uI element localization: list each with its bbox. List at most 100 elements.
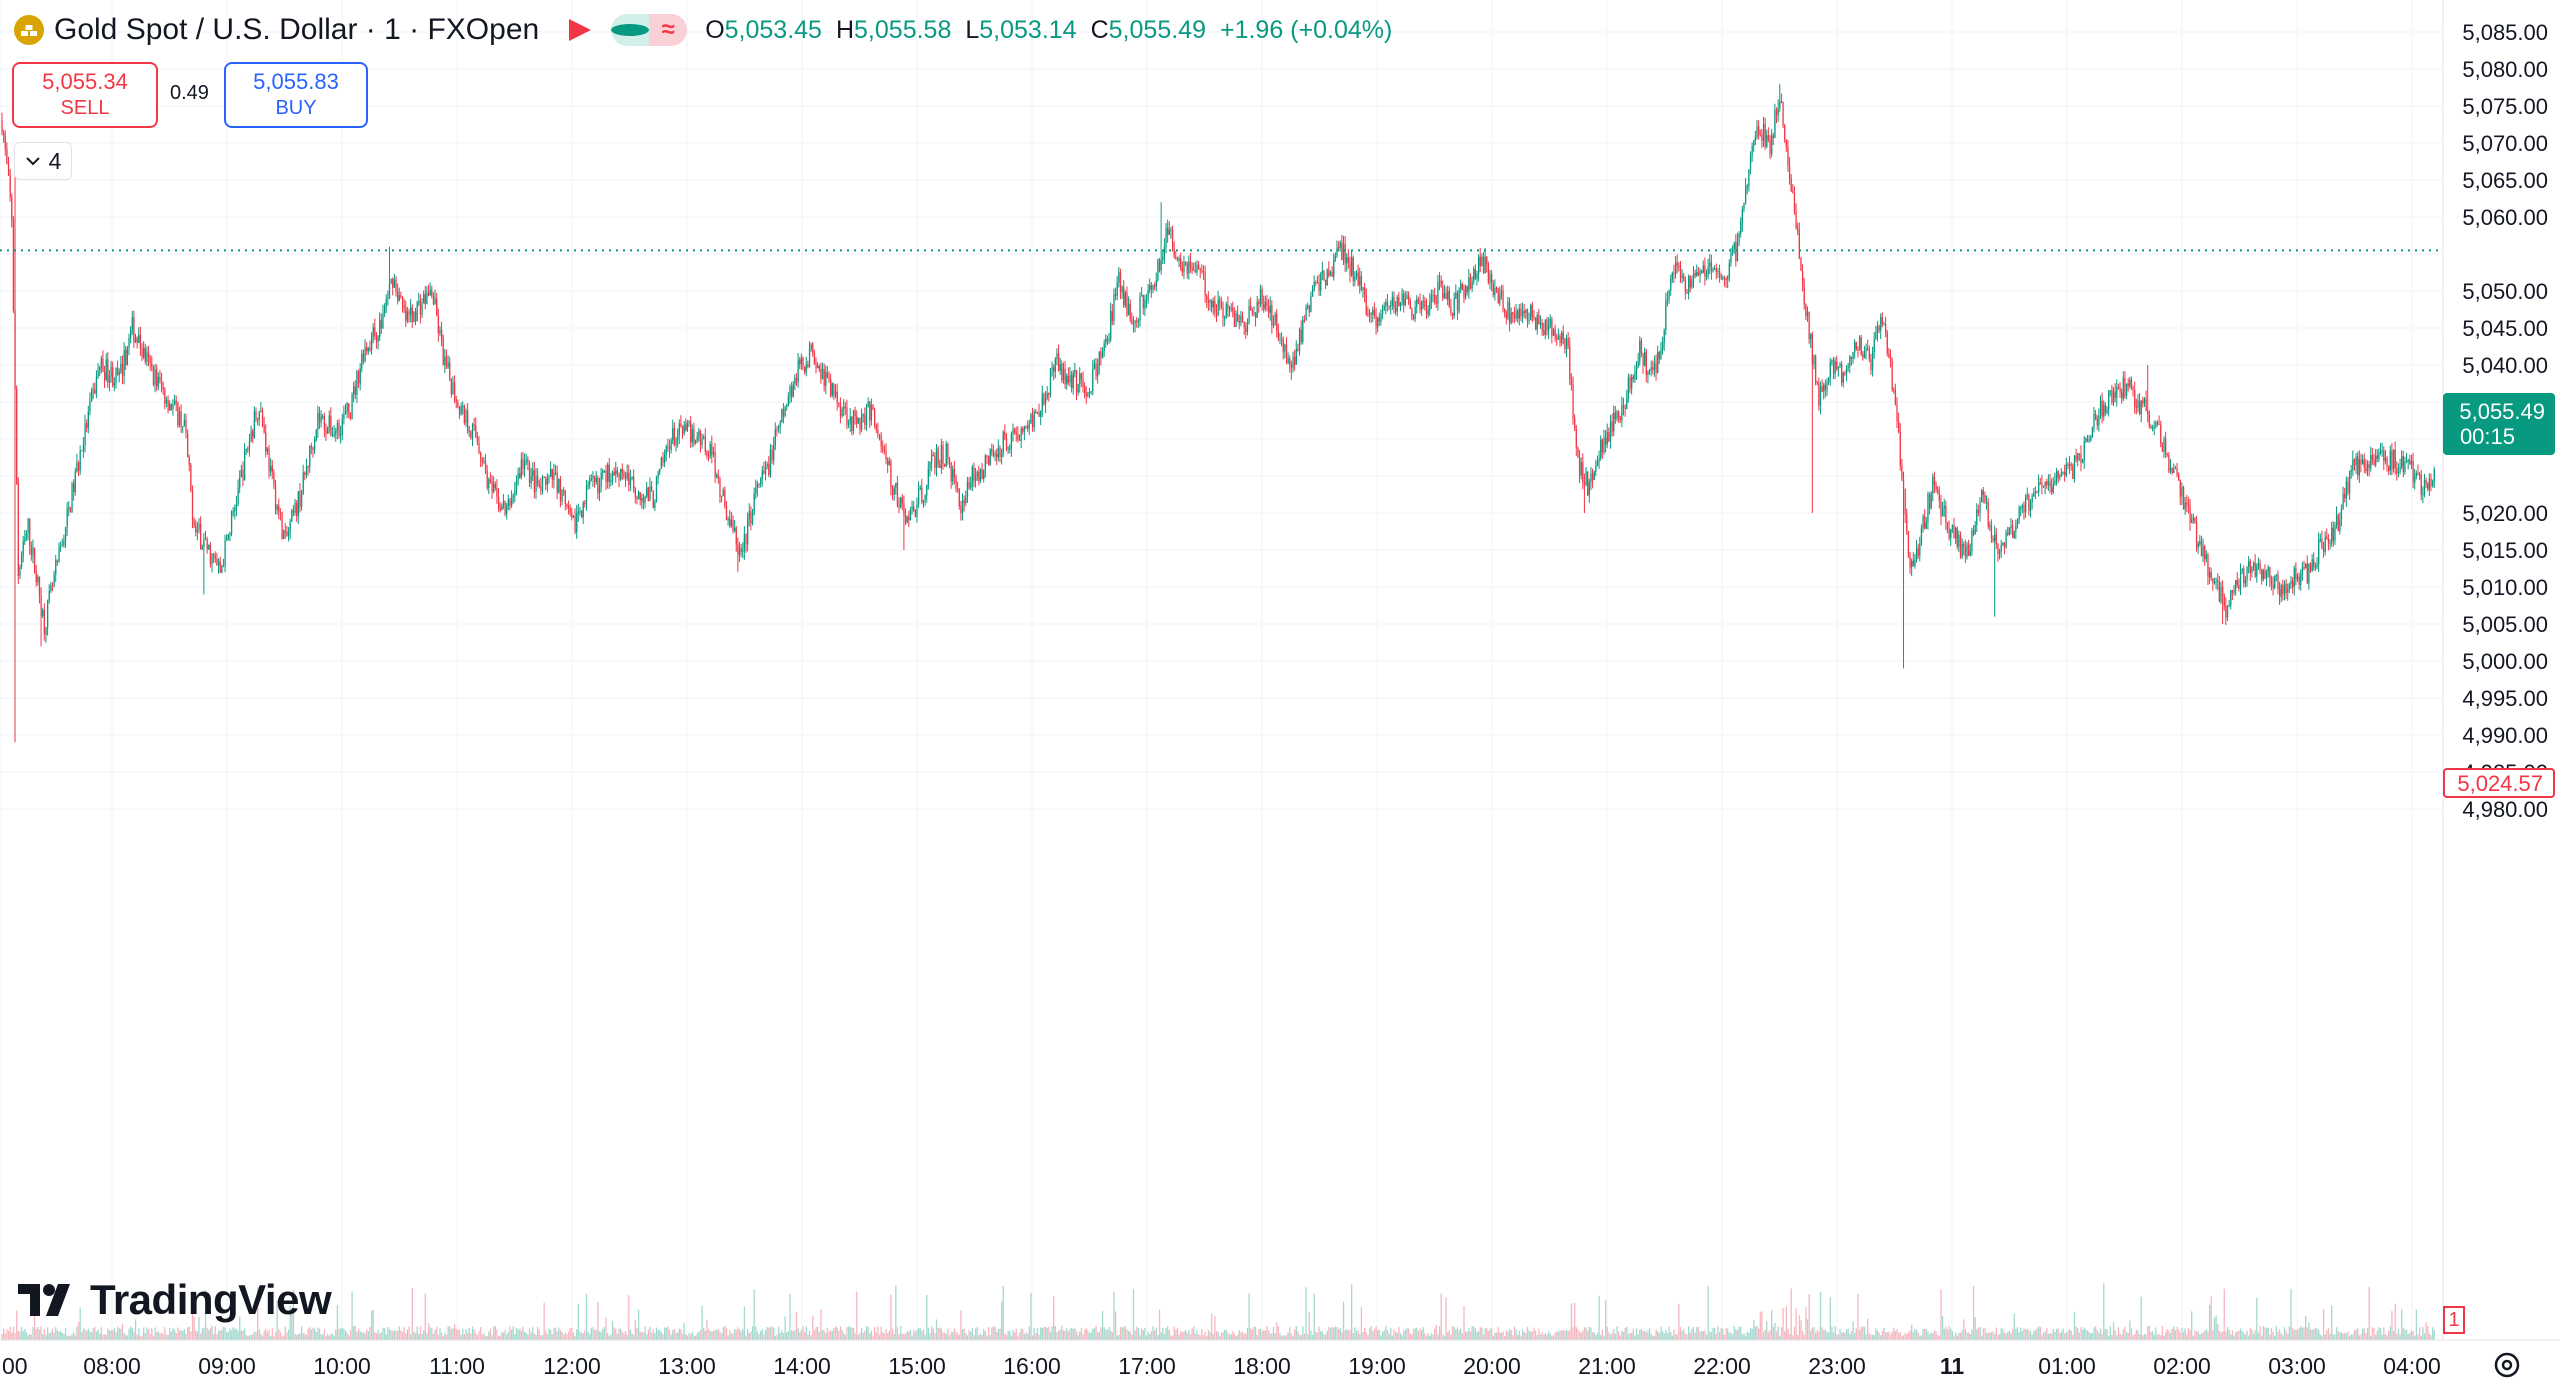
candle-body xyxy=(725,505,728,521)
candle-body xyxy=(698,430,700,437)
market-status-pill[interactable]: ≈ xyxy=(611,14,688,46)
volume-bar xyxy=(997,1329,1000,1340)
candle-body xyxy=(1007,448,1009,450)
volume-bar xyxy=(2277,1331,2279,1340)
candle-body xyxy=(1561,332,1563,343)
tradingview-logo[interactable]: TradingView xyxy=(18,1276,332,1324)
candle-body xyxy=(1425,307,1428,315)
volume-bar xyxy=(890,1294,892,1340)
candle-body xyxy=(1751,145,1753,156)
candle-body xyxy=(440,329,443,339)
candle-body xyxy=(1171,229,1174,250)
volume-bar xyxy=(595,1329,597,1340)
volume-bar xyxy=(1976,1329,1978,1340)
volume-bar xyxy=(2226,1326,2229,1340)
volume-bar xyxy=(1093,1328,1096,1340)
volume-bar xyxy=(2246,1330,2248,1340)
gear-icon[interactable] xyxy=(2490,1348,2524,1382)
candle-body xyxy=(1294,356,1296,365)
volume-bar xyxy=(92,1328,94,1340)
candle-body xyxy=(2028,495,2030,511)
candle-body xyxy=(338,423,340,436)
volume-bar xyxy=(408,1326,410,1340)
volume-bar xyxy=(1443,1335,1446,1340)
volume-bar xyxy=(1518,1330,1520,1340)
candle-body xyxy=(1707,266,1709,276)
volume-bar xyxy=(1297,1331,1299,1340)
volume-bar xyxy=(1749,1327,1752,1340)
volume-bar xyxy=(1315,1331,1317,1340)
volume-bar xyxy=(1883,1328,1885,1340)
symbol-title[interactable]: Gold Spot / U.S. Dollar · 1 · FXOpen xyxy=(54,13,540,46)
candle-body xyxy=(795,377,798,383)
volume-bar xyxy=(2397,1329,2400,1340)
candle-body xyxy=(113,382,116,386)
candle-body xyxy=(1105,338,1107,344)
candle-body xyxy=(1201,270,1203,272)
candle-body xyxy=(341,418,343,435)
volume-bar xyxy=(494,1326,496,1340)
volume-bar xyxy=(2415,1309,2418,1340)
candle-body xyxy=(216,558,218,566)
candle-body xyxy=(51,585,54,587)
candle-body xyxy=(309,445,311,468)
buy-button[interactable]: 5,055.83 BUY xyxy=(224,62,368,128)
sell-button[interactable]: 5,055.34 SELL xyxy=(12,62,158,128)
candle-body xyxy=(1114,293,1117,296)
candle-body xyxy=(1458,289,1460,312)
volume-bar xyxy=(677,1332,679,1340)
volume-bar xyxy=(906,1331,908,1340)
candle-body xyxy=(1432,294,1434,296)
candle-body xyxy=(576,513,578,533)
volume-bar xyxy=(883,1333,886,1340)
volume-bar xyxy=(276,1300,278,1340)
volume-bar xyxy=(458,1330,461,1340)
volume-bar xyxy=(1049,1332,1052,1340)
volume-bar xyxy=(287,1329,290,1340)
candle-body xyxy=(1149,284,1151,291)
candle-body xyxy=(880,435,882,447)
volume-bar xyxy=(880,1326,882,1340)
buy-label: BUY xyxy=(275,97,317,119)
volume-bar xyxy=(2181,1327,2183,1340)
candle-body xyxy=(2230,590,2232,606)
volume-bar xyxy=(916,1329,918,1340)
volume-bar xyxy=(1546,1334,1548,1340)
time-axis[interactable]: 00 08:00 09:00 10:00 11:00 12:00 13:00 14:00 15:… xyxy=(2,1353,2441,1379)
candle-body xyxy=(1544,319,1547,335)
candle-body xyxy=(527,459,529,463)
candle-body xyxy=(558,478,560,493)
volume-bar xyxy=(291,1313,293,1340)
volume-bar xyxy=(1922,1328,1924,1340)
candle-body xyxy=(2391,450,2393,470)
candle-body xyxy=(948,457,951,463)
market-open-dot-icon xyxy=(611,24,650,36)
volume-bar xyxy=(826,1328,829,1340)
volume-bar xyxy=(2225,1331,2227,1340)
candle-body xyxy=(773,444,775,461)
candle-body xyxy=(761,470,763,480)
candle-body xyxy=(994,454,996,456)
volume-bar xyxy=(771,1326,773,1340)
candle-body xyxy=(1227,304,1229,309)
candle-body xyxy=(1437,282,1439,304)
candle-body xyxy=(32,547,34,556)
candle-body xyxy=(1305,306,1307,321)
candle-body xyxy=(1871,352,1874,370)
flag-icon[interactable] xyxy=(569,19,592,41)
candle-body xyxy=(830,379,832,396)
volume-bar xyxy=(1106,1329,1109,1340)
indicators-toggle-button[interactable]: 4 xyxy=(14,142,72,180)
volume-bar xyxy=(675,1332,677,1340)
volume-bar xyxy=(2241,1330,2243,1340)
candle-body xyxy=(1303,319,1306,321)
volume-bar xyxy=(1383,1330,1385,1340)
candle-body xyxy=(2042,486,2045,488)
candle-body xyxy=(2327,538,2330,544)
candle-body xyxy=(1473,269,1475,282)
volume-bar xyxy=(1070,1327,1073,1340)
volume-bar xyxy=(125,1334,127,1340)
candle-body xyxy=(1963,544,1965,547)
candle-body xyxy=(2405,460,2408,462)
